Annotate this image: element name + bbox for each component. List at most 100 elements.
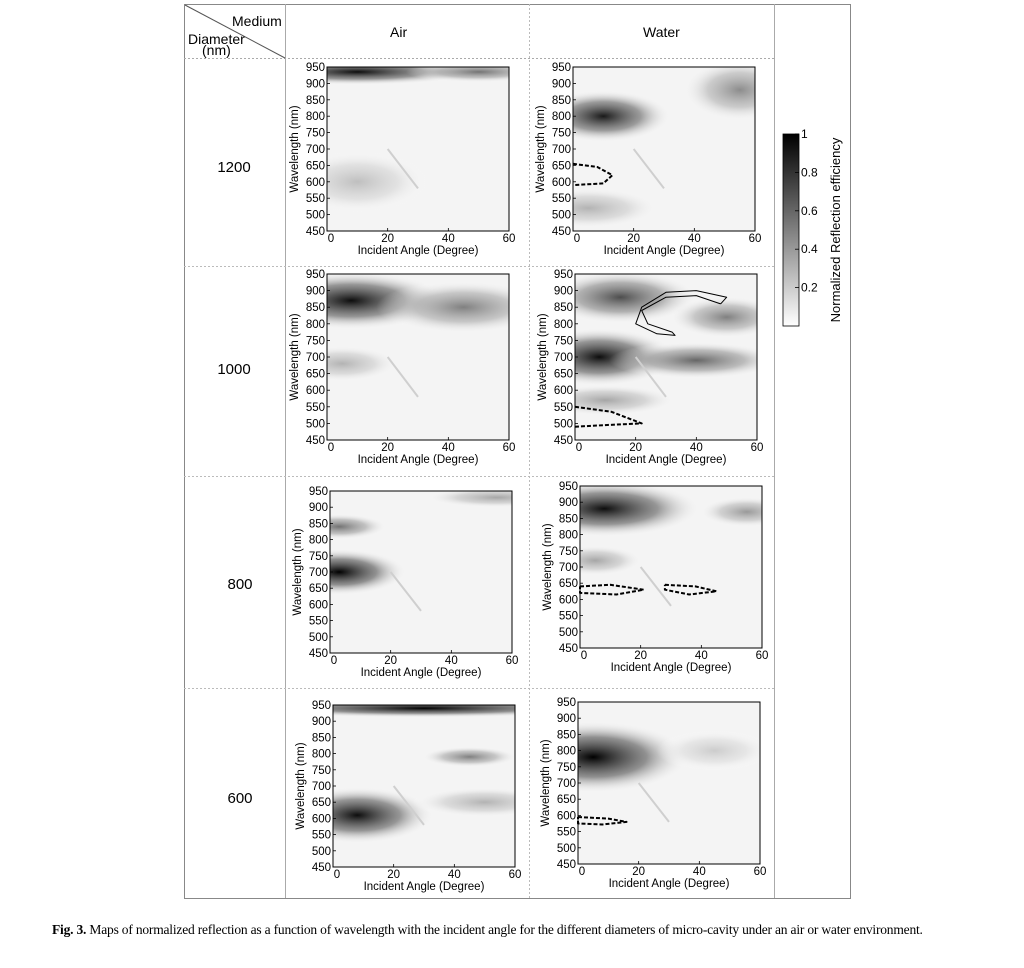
x-axis-label: Incident Angle (Degree) <box>361 667 482 679</box>
heatmap-blob <box>327 345 401 383</box>
y-tick-label: 850 <box>554 302 573 314</box>
y-tick-label: 550 <box>306 193 325 205</box>
y-tick-label: 700 <box>552 144 571 156</box>
y-tick-label: 700 <box>312 781 331 793</box>
y-tick-label: 850 <box>552 95 571 107</box>
colorbar-tick-label: 0.4 <box>801 242 818 256</box>
heatmap-1200-air: 450 500 550 600 650 700 750 800 850 900 950 0 20 40 60… <box>289 62 516 257</box>
heatmap-blob <box>580 544 644 577</box>
caption-text: Maps of normalized reflection as a funct… <box>89 922 923 937</box>
x-tick-label: 40 <box>693 866 706 878</box>
y-tick-label: 900 <box>559 497 578 509</box>
y-tick-label: 600 <box>559 594 578 606</box>
y-tick-label: 550 <box>309 616 328 628</box>
colorbar-tick-label: 0.6 <box>801 204 818 218</box>
y-tick-label: 550 <box>306 402 325 414</box>
heatmap-blob <box>420 746 515 768</box>
x-tick-label: 0 <box>574 233 580 245</box>
x-tick-label: 20 <box>634 650 647 662</box>
y-axis-label: Wavelength (nm) <box>289 313 301 400</box>
y-axis-label: Wavelength (nm) <box>292 528 304 615</box>
y-tick-label: 950 <box>552 62 571 74</box>
x-tick-label: 40 <box>442 442 455 454</box>
y-tick-label: 800 <box>309 535 328 547</box>
y-tick-label: 950 <box>312 700 331 712</box>
y-tick-label: 950 <box>557 697 576 709</box>
y-tick-label: 900 <box>557 713 576 725</box>
y-tick-label: 900 <box>312 716 331 728</box>
y-tick-label: 750 <box>306 335 325 347</box>
y-axis-label: Wavelength (nm) <box>537 313 549 400</box>
y-tick-label: 550 <box>312 830 331 842</box>
x-tick-label: 40 <box>690 442 703 454</box>
y-tick-label: 500 <box>306 210 325 222</box>
x-axis-label: Incident Angle (Degree) <box>358 454 479 466</box>
colorbar-tick-label: 1 <box>801 127 808 141</box>
heatmap-mode-line <box>639 566 672 607</box>
y-tick-label: 500 <box>557 843 576 855</box>
heatmap-blob <box>575 384 679 417</box>
colorbar: 1 0.8 0.6 0.4 0.2 Normalized Reflection effi… <box>782 127 843 327</box>
y-tick-label: 700 <box>559 562 578 574</box>
y-tick-label: 850 <box>559 513 578 525</box>
heatmap-blob <box>575 274 699 324</box>
x-axis-label: Incident Angle (Degree) <box>611 662 732 674</box>
y-axis-label: Wavelength (nm) <box>542 523 554 610</box>
y-tick-label: 950 <box>306 269 325 281</box>
y-tick-label: 800 <box>552 111 571 123</box>
y-tick-label: 450 <box>309 648 328 660</box>
x-tick-label: 60 <box>503 442 516 454</box>
y-tick-label: 650 <box>309 583 328 595</box>
y-tick-label: 750 <box>552 128 571 140</box>
heatmap-1000-water: 450 500 550 600 650 700 750 800 850 900 950 0 20 40 60… <box>537 269 763 466</box>
x-tick-label: 60 <box>503 233 516 245</box>
y-tick-label: 800 <box>554 319 573 331</box>
y-tick-label: 650 <box>306 160 325 172</box>
y-tick-label: 650 <box>559 578 578 590</box>
x-tick-label: 20 <box>384 655 397 667</box>
x-tick-label: 0 <box>328 442 334 454</box>
row-label-1200: 1200 <box>217 159 251 176</box>
y-tick-label: 800 <box>559 530 578 542</box>
y-tick-label: 550 <box>552 193 571 205</box>
y-tick-label: 650 <box>306 369 325 381</box>
y-tick-label: 600 <box>309 599 328 611</box>
y-tick-label: 800 <box>306 319 325 331</box>
solid-contour <box>635 290 728 336</box>
heatmap-blob <box>376 280 509 334</box>
x-axis-label: Incident Angle (Degree) <box>609 878 730 890</box>
x-tick-label: 60 <box>506 655 519 667</box>
x-tick-label: 60 <box>509 869 522 881</box>
heatmap-blob <box>573 187 661 230</box>
heatmap-mode-line <box>392 785 425 826</box>
x-tick-label: 0 <box>576 442 582 454</box>
y-axis-label: Wavelength (nm) <box>540 739 552 826</box>
y-tick-label: 550 <box>554 402 573 414</box>
y-tick-label: 450 <box>554 435 573 447</box>
y-tick-label: 950 <box>559 481 578 493</box>
y-tick-label: 550 <box>559 611 578 623</box>
heatmap-blob <box>333 786 435 844</box>
header-diameter: Diameter <box>188 31 245 47</box>
y-tick-label: 650 <box>554 369 573 381</box>
header-diameter-unit: (nm) <box>202 42 231 58</box>
x-tick-label: 20 <box>381 442 394 454</box>
y-tick-label: 850 <box>306 95 325 107</box>
y-axis-label: Wavelength (nm) <box>289 105 301 192</box>
x-tick-label: 40 <box>695 650 708 662</box>
x-tick-label: 40 <box>448 869 461 881</box>
y-tick-label: 750 <box>306 128 325 140</box>
x-axis-label: Incident Angle (Degree) <box>606 454 727 466</box>
y-tick-label: 700 <box>554 352 573 364</box>
y-tick-label: 450 <box>557 859 576 871</box>
y-tick-label: 800 <box>306 111 325 123</box>
figure-caption: Fig. 3. Maps of normalized reflection as… <box>52 922 1012 938</box>
y-tick-label: 750 <box>559 546 578 558</box>
heatmap-mode-line <box>389 571 422 612</box>
y-tick-label: 850 <box>309 518 328 530</box>
x-tick-label: 60 <box>754 866 767 878</box>
y-tick-label: 500 <box>559 627 578 639</box>
x-tick-label: 0 <box>581 650 587 662</box>
y-tick-label: 650 <box>312 797 331 809</box>
